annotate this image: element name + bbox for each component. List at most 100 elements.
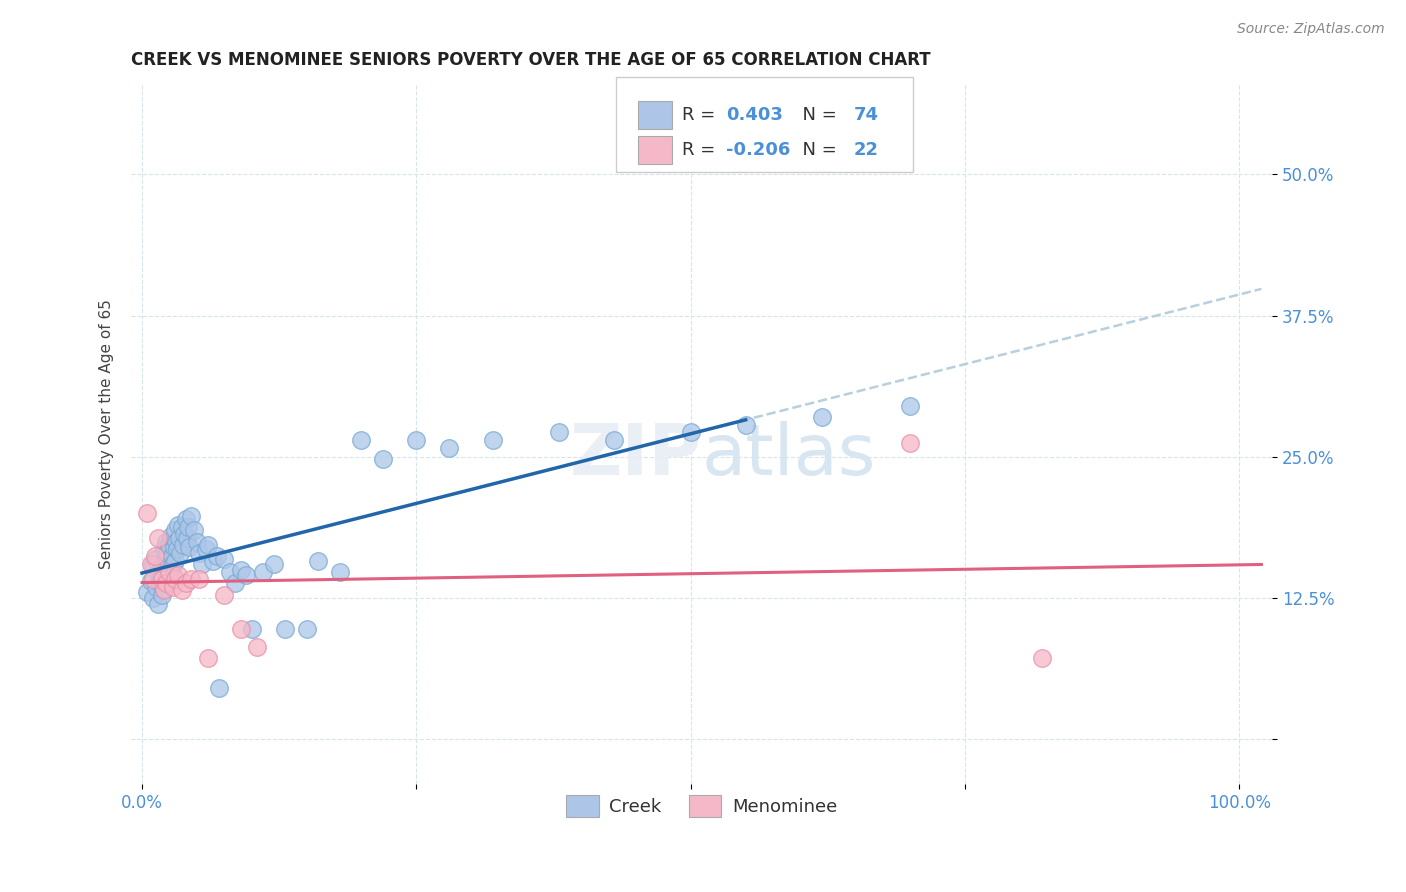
Point — [159, 538, 181, 552]
Point — [162, 580, 184, 594]
Point — [205, 549, 228, 564]
Point — [898, 436, 921, 450]
Point — [172, 538, 194, 552]
Point — [176, 531, 198, 545]
Point — [811, 410, 834, 425]
Point — [263, 557, 285, 571]
Point — [136, 506, 159, 520]
Point — [139, 557, 162, 571]
Text: 0.403: 0.403 — [725, 106, 783, 124]
FancyBboxPatch shape — [616, 77, 912, 171]
Point — [246, 640, 269, 654]
Point — [153, 583, 176, 598]
Point — [163, 540, 186, 554]
Point — [173, 526, 195, 541]
Point — [218, 565, 240, 579]
Point — [174, 576, 197, 591]
Point — [240, 622, 263, 636]
Point — [214, 551, 236, 566]
Point — [329, 565, 352, 579]
Point — [482, 433, 505, 447]
Point — [197, 651, 219, 665]
Point — [191, 557, 214, 571]
Point — [252, 565, 274, 579]
Point — [188, 572, 211, 586]
Point — [155, 576, 177, 591]
Point — [208, 681, 231, 696]
Point — [150, 560, 173, 574]
Point — [153, 582, 176, 596]
Point — [167, 568, 190, 582]
Point — [165, 534, 187, 549]
Point — [405, 433, 427, 447]
Text: atlas: atlas — [702, 421, 876, 490]
Point — [142, 591, 165, 605]
Text: Source: ZipAtlas.com: Source: ZipAtlas.com — [1237, 22, 1385, 37]
Point — [143, 551, 166, 566]
Point — [188, 546, 211, 560]
Point — [159, 576, 181, 591]
Point — [679, 425, 702, 439]
Point — [163, 554, 186, 568]
Point — [214, 588, 236, 602]
FancyBboxPatch shape — [638, 101, 672, 128]
Point — [155, 572, 177, 586]
Point — [152, 571, 174, 585]
Point — [149, 568, 172, 582]
Point — [148, 531, 170, 545]
Point — [167, 517, 190, 532]
Point — [177, 520, 200, 534]
Text: N =: N = — [790, 141, 842, 159]
Point — [734, 418, 756, 433]
Text: -0.206: -0.206 — [725, 141, 790, 159]
Point — [273, 622, 295, 636]
FancyBboxPatch shape — [638, 136, 672, 164]
Point — [160, 549, 183, 564]
Point — [898, 399, 921, 413]
Point — [197, 538, 219, 552]
Point — [235, 568, 257, 582]
Point — [148, 565, 170, 579]
Point — [136, 585, 159, 599]
Point — [229, 622, 252, 636]
Point — [169, 546, 191, 560]
Point — [548, 425, 571, 439]
Point — [142, 557, 165, 571]
Text: N =: N = — [790, 106, 842, 124]
Point — [150, 588, 173, 602]
Point — [439, 441, 461, 455]
Y-axis label: Seniors Poverty Over the Age of 65: Seniors Poverty Over the Age of 65 — [100, 300, 114, 569]
Point — [186, 534, 208, 549]
Point — [603, 433, 626, 447]
Point — [139, 574, 162, 588]
Point — [166, 542, 188, 557]
Point — [174, 512, 197, 526]
Point — [224, 576, 246, 591]
Point — [170, 520, 193, 534]
Point — [162, 568, 184, 582]
Point — [142, 572, 165, 586]
Point — [153, 554, 176, 568]
Point — [295, 622, 318, 636]
Point — [153, 542, 176, 557]
Point — [169, 531, 191, 545]
Point — [179, 540, 201, 554]
Text: ZIP: ZIP — [569, 421, 702, 490]
Point — [202, 554, 225, 568]
Point — [145, 580, 167, 594]
Point — [163, 523, 186, 537]
Point — [194, 542, 217, 557]
Text: 22: 22 — [853, 141, 879, 159]
Point — [159, 565, 181, 579]
Point — [148, 576, 170, 591]
Point — [1031, 651, 1053, 665]
Point — [157, 565, 180, 579]
Point — [373, 452, 395, 467]
Point — [150, 572, 173, 586]
Point — [148, 597, 170, 611]
Point — [156, 546, 179, 560]
Point — [229, 563, 252, 577]
Point — [183, 523, 205, 537]
Point — [159, 529, 181, 543]
Text: R =: R = — [682, 106, 721, 124]
